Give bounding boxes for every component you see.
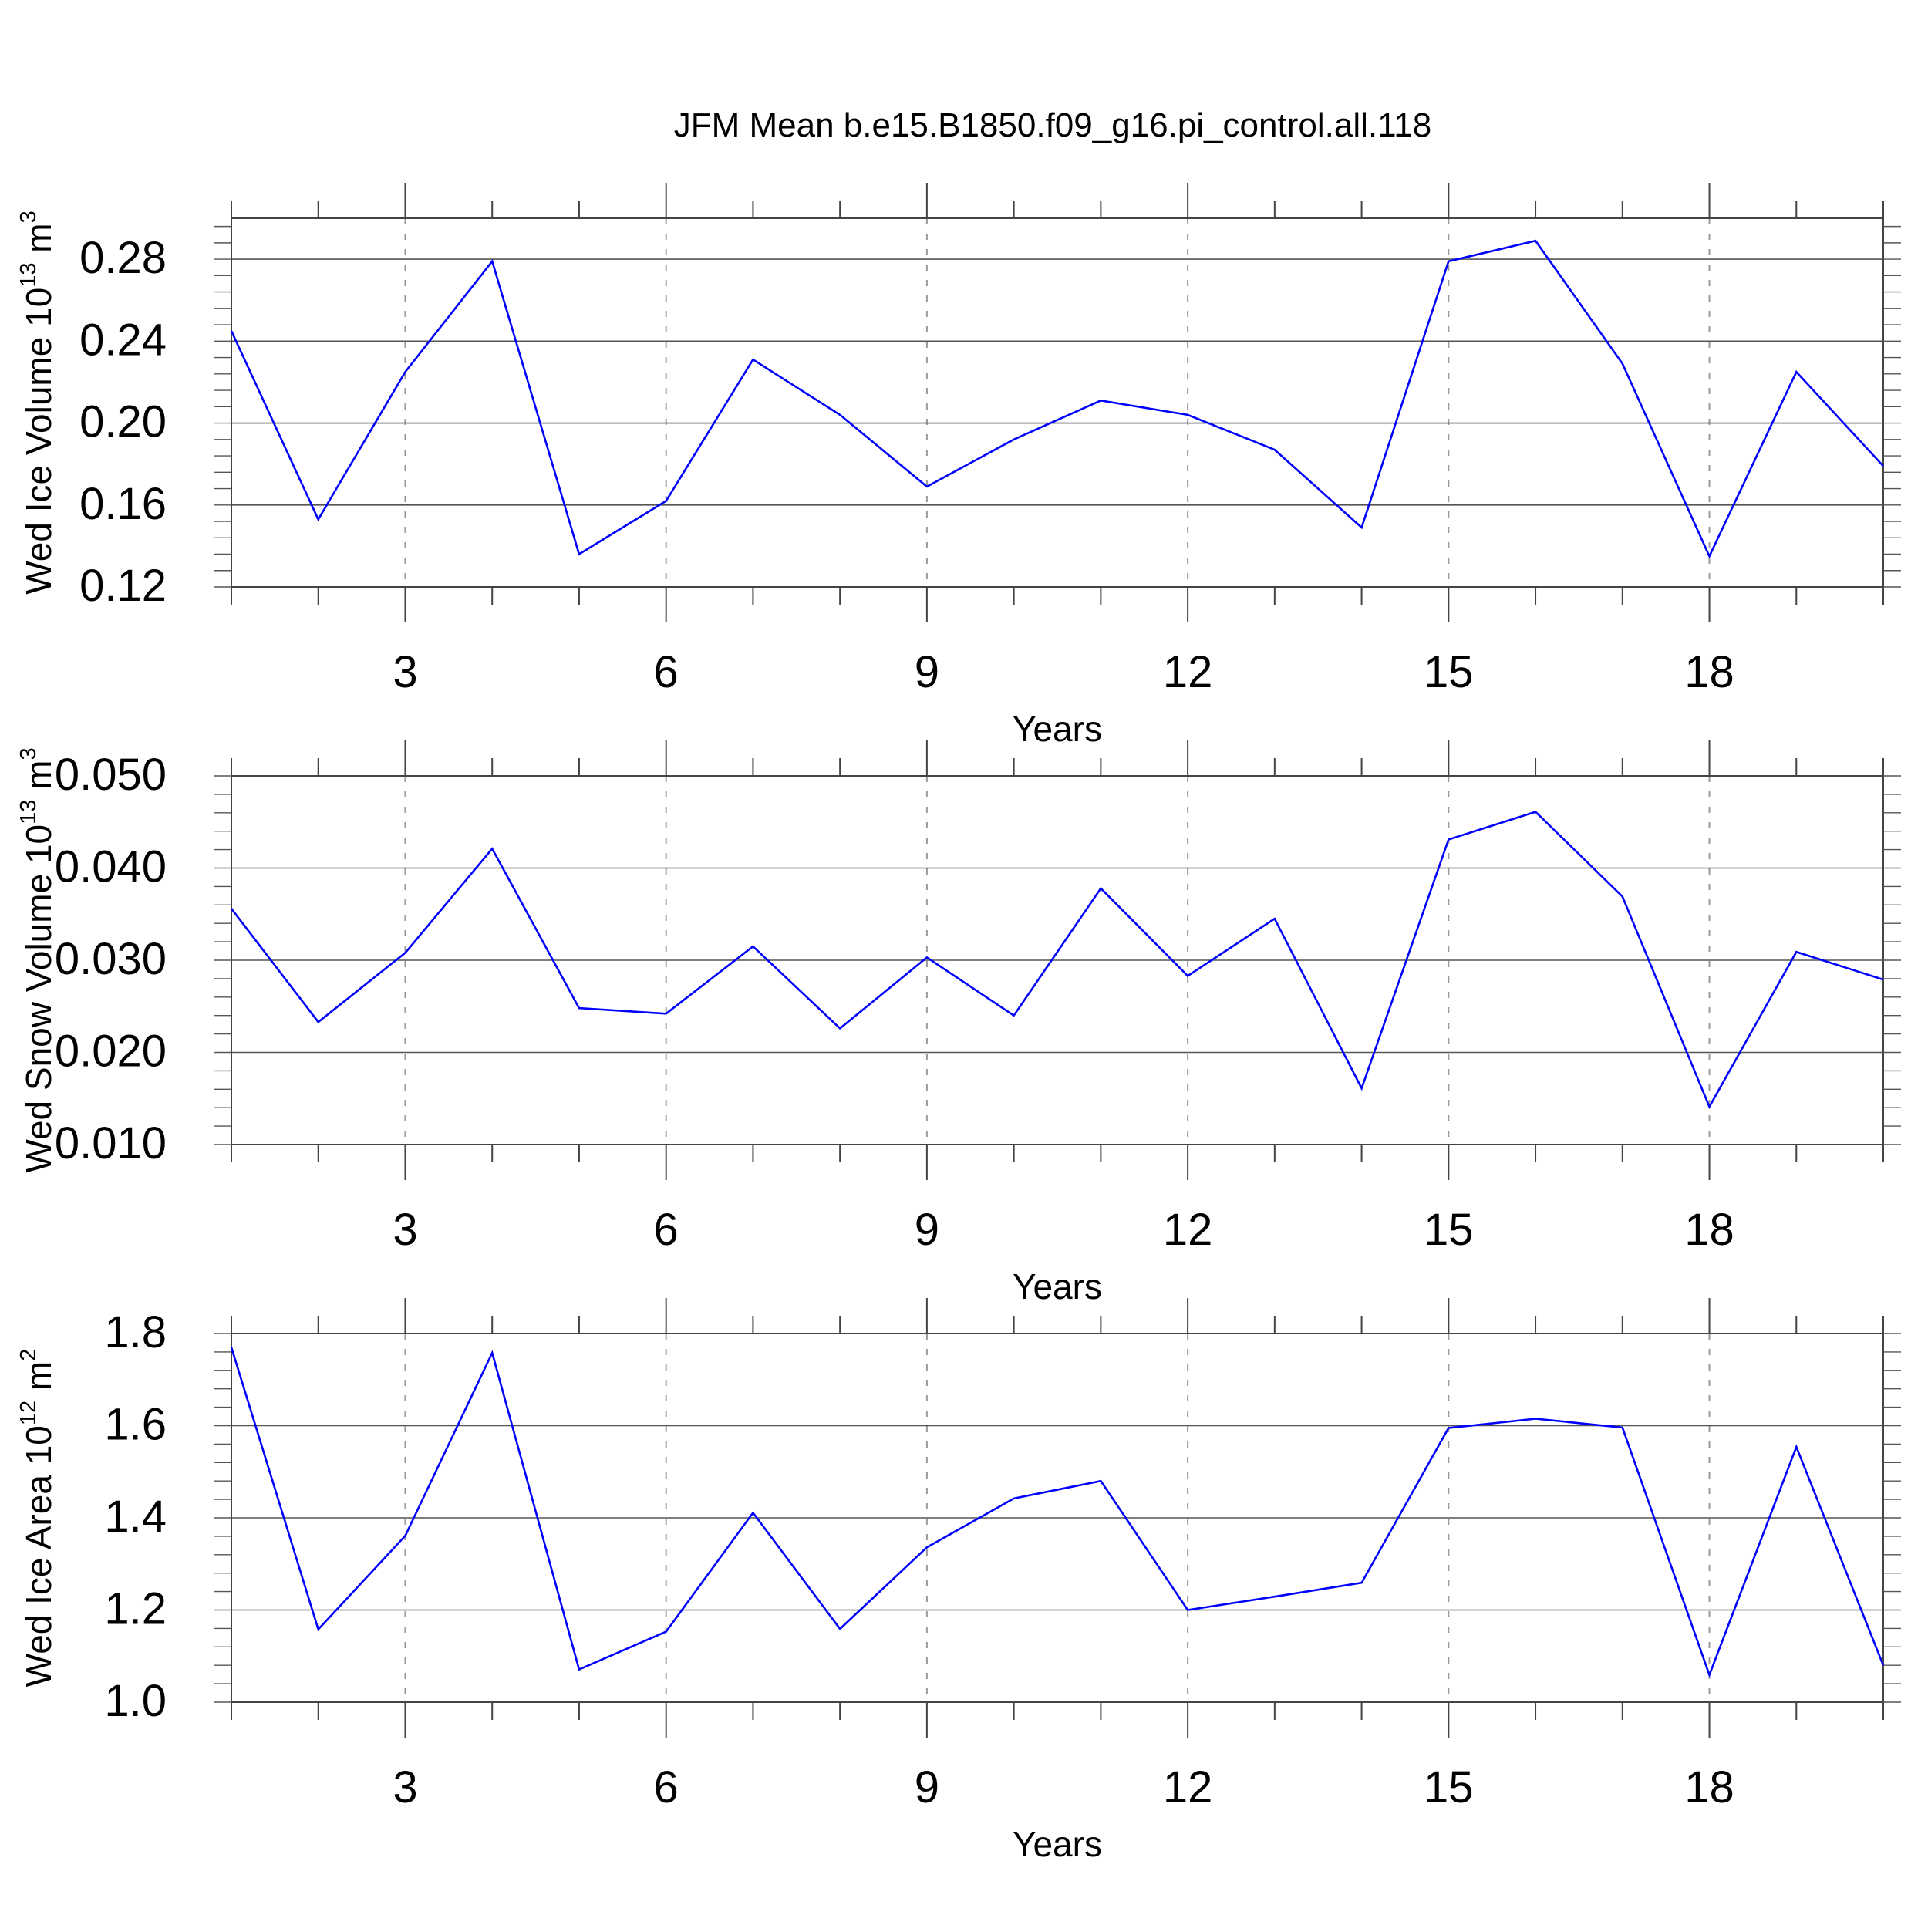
chart-title: JFM Mean b.e15.B1850.f09_g16.pi_control.… [674, 106, 1432, 144]
y-tick-label: 0.20 [79, 397, 167, 447]
x-tick-label: 15 [1424, 647, 1474, 697]
y-axis-label: Wed Ice Volume 1013 m3 [16, 211, 59, 595]
x-tick-label: 12 [1163, 1205, 1213, 1255]
series-line [230, 239, 1884, 559]
x-tick-label: 18 [1684, 647, 1734, 697]
x-axis-label: Years [1013, 709, 1102, 749]
x-tick-label: 15 [1424, 1762, 1474, 1812]
panels-layer: 0.12 0.16 0.20 0.24 0.28 3 6 9 12 15 18 Years Wed Ic… [16, 183, 1901, 1864]
y-tick-label: 1.2 [104, 1584, 167, 1634]
y-axis-label-unit: m [19, 223, 59, 262]
panel-3: 1.0 1.2 1.4 1.6 1.8 3 6 9 12 15 18 Years Wed Ice Are… [16, 1298, 1901, 1864]
y-tick-label: 0.16 [79, 479, 167, 529]
x-tick-label: 3 [393, 1762, 417, 1812]
y-axis-label-unit: m [19, 1361, 59, 1401]
plot-frame [231, 217, 1884, 588]
y-axis-label-unit-exponent: 3 [16, 211, 41, 223]
y-tick-label: 0.12 [79, 561, 167, 611]
y-tick-label: 0.24 [79, 315, 167, 365]
y-axis-label: Wed Ice Area 1012 m2 [16, 1349, 59, 1688]
x-tick-label: 9 [915, 647, 939, 697]
series-line [230, 1347, 1885, 1678]
panel-1: 0.12 0.16 0.20 0.24 0.28 3 6 9 12 15 18 Years Wed Ic… [16, 183, 1901, 749]
y-axis-label-main: Wed Ice Area 10 [19, 1425, 59, 1687]
y-axis-label-unit-exponent: 2 [16, 1349, 41, 1361]
y-tick-label: 0.010 [55, 1118, 167, 1168]
y-axis-label-unit: m [19, 760, 59, 800]
y-axis-label: Wed Snow Volume 1013 m3 [16, 747, 59, 1172]
y-axis-label-exponent: 12 [16, 1401, 41, 1425]
y-tick-label: 1.6 [104, 1400, 167, 1450]
y-tick-label: 1.0 [104, 1676, 167, 1726]
x-tick-label: 12 [1163, 647, 1213, 697]
x-tick-label: 3 [393, 1205, 417, 1255]
y-tick-label: 0.28 [79, 233, 167, 283]
y-axis-label-main: Wed Ice Volume 10 [19, 288, 59, 595]
series-line [230, 811, 1884, 1109]
y-tick-label: 0.020 [55, 1027, 167, 1077]
panel-2: 0.010 0.020 0.030 0.040 0.050 3 6 9 12 15 18 Years W… [16, 740, 1901, 1307]
y-tick-label: 0.050 [55, 750, 167, 800]
y-tick-label: 0.030 [55, 934, 167, 984]
x-tick-label: 9 [915, 1762, 939, 1812]
y-axis-label-unit-exponent: 3 [16, 747, 41, 760]
y-axis-label-main: Wed Snow Volume 10 [19, 824, 59, 1173]
x-tick-label: 15 [1424, 1205, 1474, 1255]
x-tick-label: 12 [1163, 1762, 1213, 1812]
y-tick-label: 1.4 [104, 1492, 167, 1542]
y-tick-label: 0.040 [55, 842, 167, 892]
x-tick-label: 9 [915, 1205, 939, 1255]
y-axis-label-exponent: 13 [16, 262, 41, 287]
x-tick-label: 18 [1684, 1205, 1734, 1255]
x-tick-label: 18 [1684, 1762, 1734, 1812]
x-tick-label: 3 [393, 647, 417, 697]
x-axis-label: Years [1013, 1266, 1102, 1307]
y-axis-label-exponent: 13 [16, 800, 41, 824]
y-tick-label: 1.8 [104, 1307, 167, 1357]
x-tick-label: 6 [654, 1762, 679, 1812]
x-tick-label: 6 [654, 1205, 679, 1255]
x-axis-label: Years [1013, 1824, 1102, 1864]
x-tick-label: 6 [654, 647, 679, 697]
